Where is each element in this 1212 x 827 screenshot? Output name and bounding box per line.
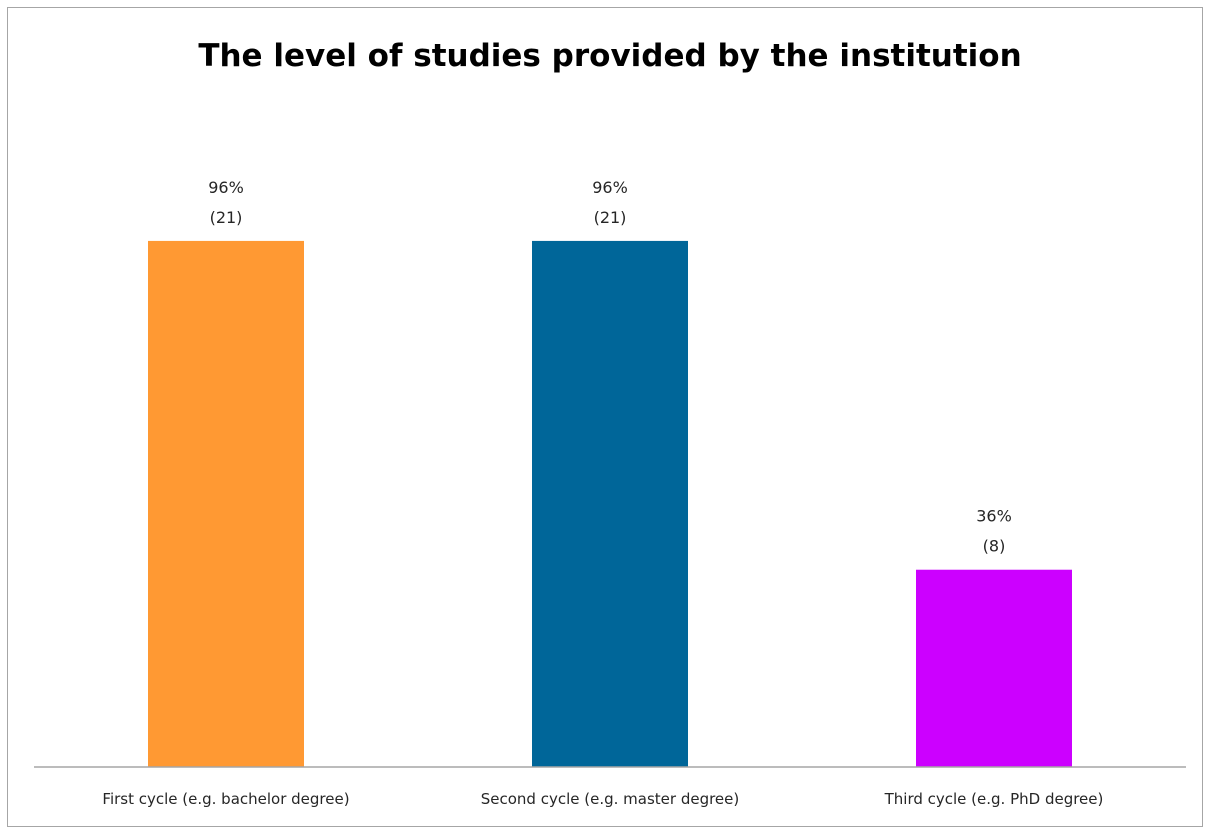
bar-count-label-1: (21): [210, 208, 243, 227]
bar-count-label-3: (8): [983, 537, 1006, 556]
bar-percent-label-2: 96%: [592, 178, 628, 197]
category-labels-group: First cycle (e.g. bachelor degree) Second…: [102, 790, 1103, 808]
bar-percent-label-3: 36%: [976, 507, 1012, 526]
bar-count-label-2: (21): [594, 208, 627, 227]
category-label-3: Third cycle (e.g. PhD degree): [884, 790, 1104, 808]
bar-3: [916, 569, 1072, 767]
bar-2: [532, 240, 688, 768]
category-label-2: Second cycle (e.g. master degree): [481, 790, 740, 808]
bars-group: [148, 240, 1072, 768]
category-label-1: First cycle (e.g. bachelor degree): [102, 790, 349, 808]
bar-1: [148, 240, 304, 768]
value-labels-group: 96% (21) 96% (21) 36% (8): [208, 178, 1012, 556]
bar-percent-label-1: 96%: [208, 178, 244, 197]
chart-title: The level of studies provided by the ins…: [198, 38, 1021, 74]
